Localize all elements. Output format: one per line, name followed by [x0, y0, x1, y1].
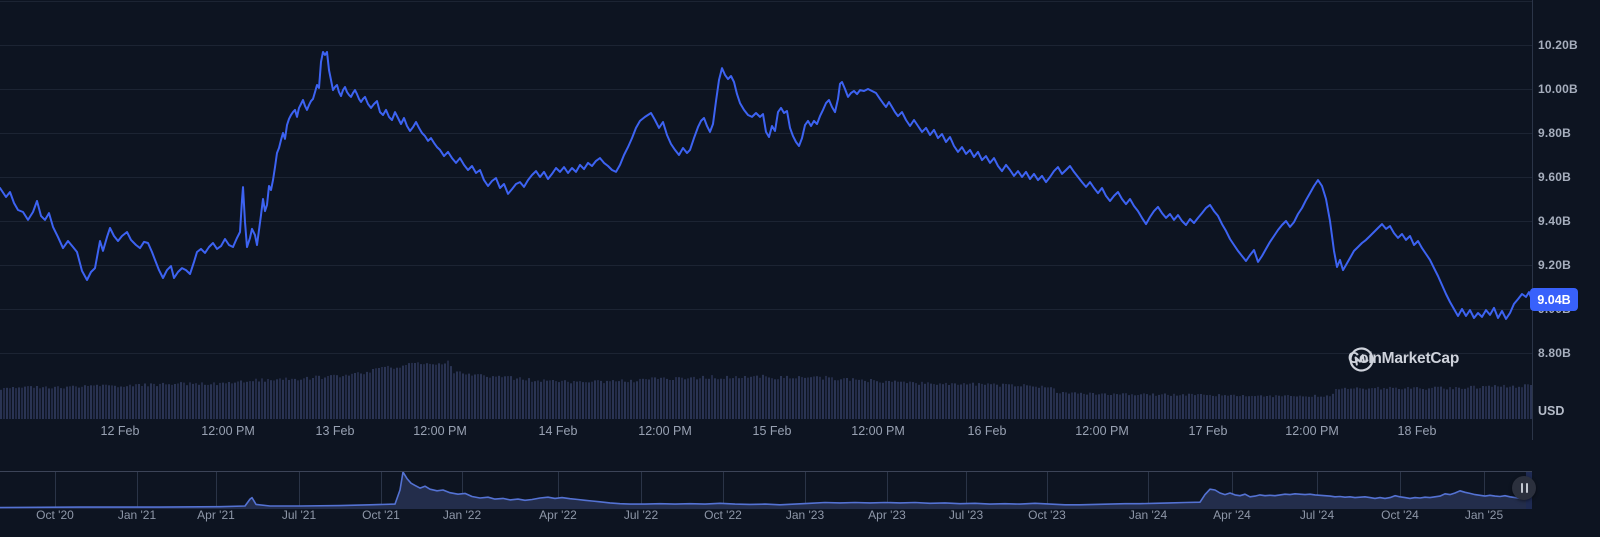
navigator-tick-label: Oct '22: [704, 508, 742, 522]
x-tick-label: 12:00 PM: [413, 424, 467, 438]
x-tick-label: 15 Feb: [752, 424, 792, 438]
x-tick-label: 12 Feb: [100, 424, 140, 438]
navigator-tick-label: Jan '24: [1128, 508, 1168, 522]
y-tick-label: 10.20B: [1538, 38, 1578, 52]
navigator-tick-label: Apr '24: [1213, 508, 1251, 522]
navigator-tick-label: Jan '25: [1464, 508, 1504, 522]
volume-bars: [0, 360, 1532, 419]
x-tick-label: 12:00 PM: [638, 424, 692, 438]
x-tick-label: 17 Feb: [1188, 424, 1228, 438]
y-tick-label: 9.40B: [1538, 214, 1572, 228]
navigator-tick-label: Oct '24: [1381, 508, 1419, 522]
y-tick-label: 9.20B: [1538, 258, 1572, 272]
x-tick-label: 18 Feb: [1397, 424, 1437, 438]
x-tick-label: 16 Feb: [967, 424, 1007, 438]
navigator-tick-label: Jan '21: [117, 508, 157, 522]
y-tick-label: 9.60B: [1538, 170, 1572, 184]
x-tick-label: 14 Feb: [538, 424, 578, 438]
coinmarketcap-watermark: CoinMarketCap: [1348, 346, 1460, 372]
range-navigator[interactable]: [0, 455, 1600, 537]
current-value-badge: 9.04B: [1530, 288, 1578, 311]
y-tick-label: 9.80B: [1538, 126, 1572, 140]
price-line: [0, 51, 1533, 320]
coinmarketcap-logo-icon: [1349, 346, 1374, 372]
navigator-tick-label: Jan '22: [442, 508, 482, 522]
handle-grip-bar: [1520, 483, 1523, 493]
x-tick-label: 13 Feb: [315, 424, 355, 438]
y-tick-label: 8.80B: [1538, 346, 1572, 360]
navigator-area: [0, 472, 1532, 509]
navigator-tick-label: Oct '21: [362, 508, 400, 522]
navigator-tick-label: Apr '22: [539, 508, 577, 522]
y-tick-label: 10.00B: [1538, 82, 1578, 96]
navigator-tick-label: Oct '20: [36, 508, 74, 522]
navigator-tick-label: Jul '22: [623, 508, 659, 522]
navigator-handle[interactable]: [1512, 476, 1536, 500]
axis-unit-label: USD: [1538, 404, 1565, 418]
navigator-tick-label: Oct '23: [1028, 508, 1066, 522]
watermark-label: CoinMarketCap: [1348, 350, 1460, 367]
x-tick-label: 12:00 PM: [851, 424, 905, 438]
navigator-tick-label: Jan '23: [785, 508, 825, 522]
price-chart-canvas[interactable]: [0, 0, 1600, 446]
handle-grip-bar: [1525, 483, 1528, 493]
navigator-tick-label: Jul '24: [1299, 508, 1335, 522]
navigator-tick-label: Jul '21: [281, 508, 317, 522]
navigator-line: [0, 471, 1533, 509]
x-tick-label: 12:00 PM: [1075, 424, 1129, 438]
x-tick-label: 12:00 PM: [201, 424, 255, 438]
x-tick-label: 12:00 PM: [1285, 424, 1339, 438]
navigator-tick-label: Jul '23: [948, 508, 984, 522]
navigator-tick-label: Apr '21: [197, 508, 235, 522]
navigator-tick-label: Apr '23: [868, 508, 906, 522]
